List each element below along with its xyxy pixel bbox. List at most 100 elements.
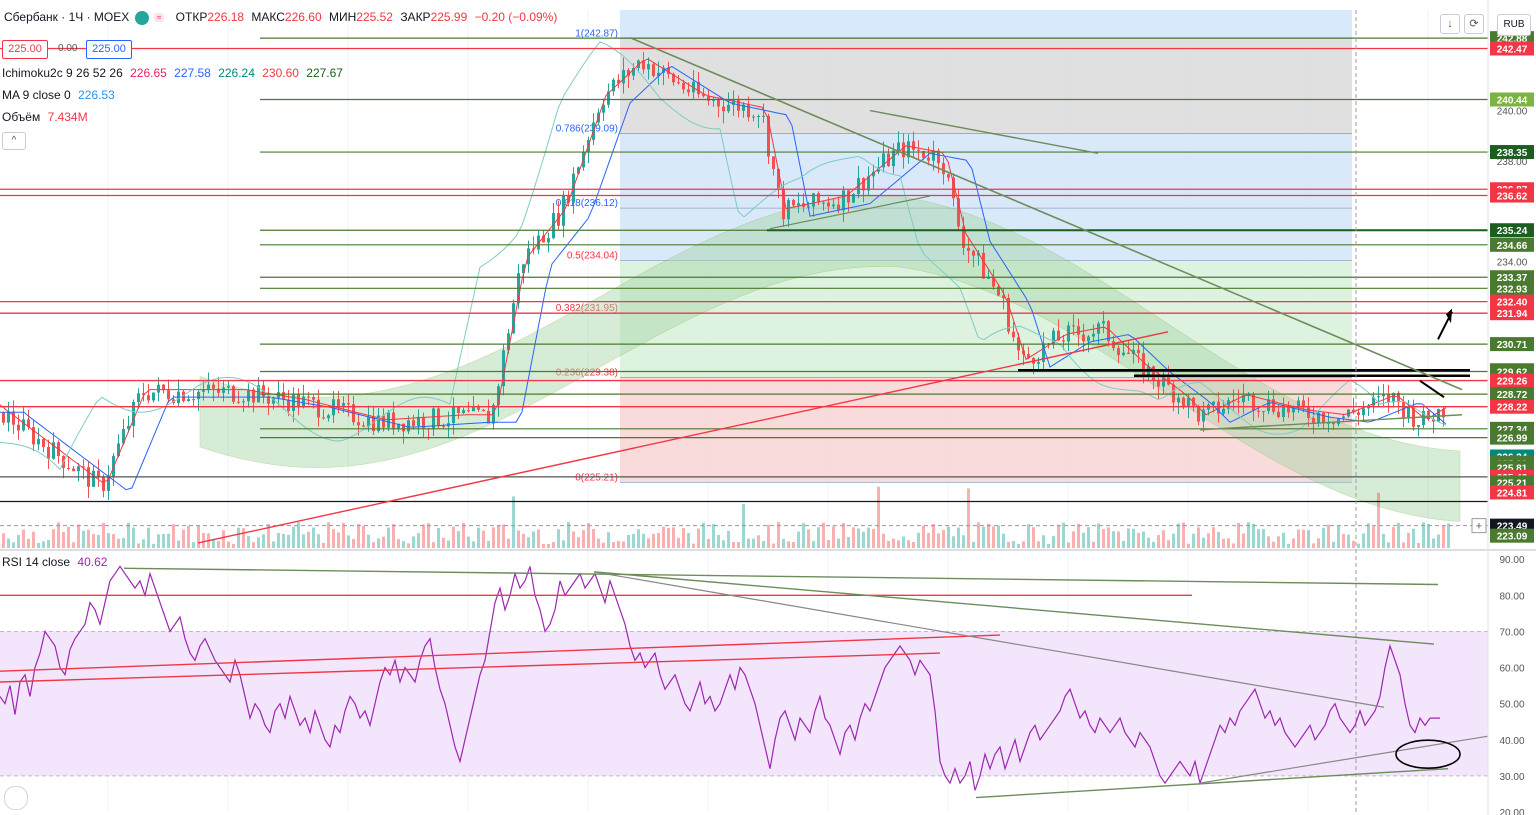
candle-body xyxy=(97,470,100,478)
volume-bar xyxy=(737,542,740,548)
candle-body xyxy=(1157,380,1160,387)
volume-bar xyxy=(427,523,430,548)
candle-body xyxy=(1202,409,1205,422)
volume-bar xyxy=(1037,541,1040,548)
candle-body xyxy=(1337,417,1340,425)
volume-bar xyxy=(817,527,820,548)
crosshair-plus-text: + xyxy=(1476,521,1482,533)
price-tag-label: 229.26 xyxy=(1497,377,1528,388)
volume-bar xyxy=(1107,527,1110,548)
candle-body xyxy=(547,238,550,243)
price-tag-label: 235.24 xyxy=(1497,226,1528,237)
volume-bar xyxy=(797,531,800,548)
currency-button[interactable]: RUB xyxy=(1497,14,1531,36)
volume-legend[interactable]: Объём 7.434M xyxy=(2,110,92,124)
rsi-legend[interactable]: RSI 14 close 40.62 xyxy=(2,555,111,569)
candle-body xyxy=(472,406,475,412)
candle-body xyxy=(627,70,630,76)
candle-body xyxy=(237,401,240,403)
candle-body xyxy=(947,174,950,178)
candle-body xyxy=(1317,412,1320,423)
candle-body xyxy=(1057,330,1060,341)
volume-bar xyxy=(592,529,595,548)
candle-body xyxy=(1267,399,1270,412)
volume-bar xyxy=(1422,522,1425,548)
price-tag xyxy=(1490,306,1534,321)
candle-body xyxy=(557,213,560,226)
ma-legend[interactable]: MA 9 close 0 226.53 xyxy=(2,88,119,102)
volume-bar xyxy=(182,529,185,548)
fib-level-label: 0.382(231.95) xyxy=(556,303,618,314)
candle-body xyxy=(22,419,25,431)
volume-bar xyxy=(1357,543,1360,548)
candle-body xyxy=(387,412,390,428)
volume-bar xyxy=(92,534,95,548)
volume-bar xyxy=(982,526,985,548)
candle-body xyxy=(192,399,195,401)
ask-price-box[interactable]: 225.00 xyxy=(86,40,132,59)
volume-bar xyxy=(517,530,520,548)
candle-body xyxy=(2,412,5,423)
candle-body xyxy=(1142,353,1145,377)
volume-bar xyxy=(77,524,80,548)
volume-bar xyxy=(1072,531,1075,548)
candle-body xyxy=(122,428,125,444)
volume-bar xyxy=(1182,522,1185,548)
price-axis-tick: 238.00 xyxy=(1497,157,1528,168)
volume-bar xyxy=(707,538,710,548)
volume-bar xyxy=(857,528,860,548)
volume-bar xyxy=(147,527,150,548)
volume-bar xyxy=(1387,542,1390,548)
volume-bar xyxy=(947,526,950,548)
volume-bar xyxy=(192,542,195,548)
price-tag-label: 242.47 xyxy=(1497,44,1528,55)
volume-bar xyxy=(887,540,890,548)
rsi-axis-tick: 70.00 xyxy=(1499,627,1524,638)
volume-bar xyxy=(1342,533,1345,548)
volume-bar xyxy=(1177,523,1180,548)
refresh-icon[interactable]: ⟳ xyxy=(1464,14,1484,34)
volatility-tag[interactable]: ≈ xyxy=(153,13,165,23)
volume-bar xyxy=(342,522,345,548)
volume-bar xyxy=(357,524,360,548)
volume-value: 7.434M xyxy=(47,110,88,124)
rsi-support-line xyxy=(975,767,1449,799)
volume-bar xyxy=(307,531,310,548)
candle-body xyxy=(167,390,170,400)
rsi-guide-red-3 xyxy=(0,652,941,683)
candle-body xyxy=(1332,422,1335,425)
volume-bar xyxy=(502,524,505,548)
price-tag xyxy=(1490,528,1534,543)
volume-bar xyxy=(277,533,280,548)
candle-body xyxy=(7,411,10,423)
volume-bar xyxy=(242,528,245,548)
candle-body xyxy=(822,202,825,204)
collapse-legend-button[interactable]: ^ xyxy=(2,132,26,150)
volume-bar xyxy=(837,538,840,548)
price-tag-label: 228.72 xyxy=(1497,390,1528,401)
bid-price-box[interactable]: 225.00 xyxy=(2,40,48,59)
volume-bar xyxy=(847,537,850,548)
volume-bar xyxy=(767,524,770,548)
price-tag xyxy=(1490,270,1534,285)
volume-bar xyxy=(1402,542,1405,548)
scroll-down-button[interactable]: ↓ xyxy=(1440,14,1460,34)
ichimoku-legend[interactable]: Ichimoku2c 9 26 52 26 226.65 227.58 226.… xyxy=(2,66,347,80)
candle-body xyxy=(662,67,665,73)
volume-bar xyxy=(1307,530,1310,548)
symbol-title[interactable]: Сбербанк · 1Ч · MOEX xyxy=(4,10,130,24)
tradingview-logo-icon[interactable] xyxy=(4,786,28,810)
volume-bar xyxy=(457,531,460,548)
ma-value: 226.53 xyxy=(78,88,115,102)
candle-body xyxy=(1437,409,1440,422)
candle-body xyxy=(1062,340,1065,342)
candle-body xyxy=(652,64,655,76)
candle-body xyxy=(487,410,490,424)
rsi-trend-mid xyxy=(593,571,1435,645)
volume-bar xyxy=(1187,543,1190,548)
volume-bar xyxy=(932,523,935,548)
candle-body xyxy=(1362,408,1365,416)
volume-bar xyxy=(492,527,495,548)
fib-zone xyxy=(620,38,1352,134)
